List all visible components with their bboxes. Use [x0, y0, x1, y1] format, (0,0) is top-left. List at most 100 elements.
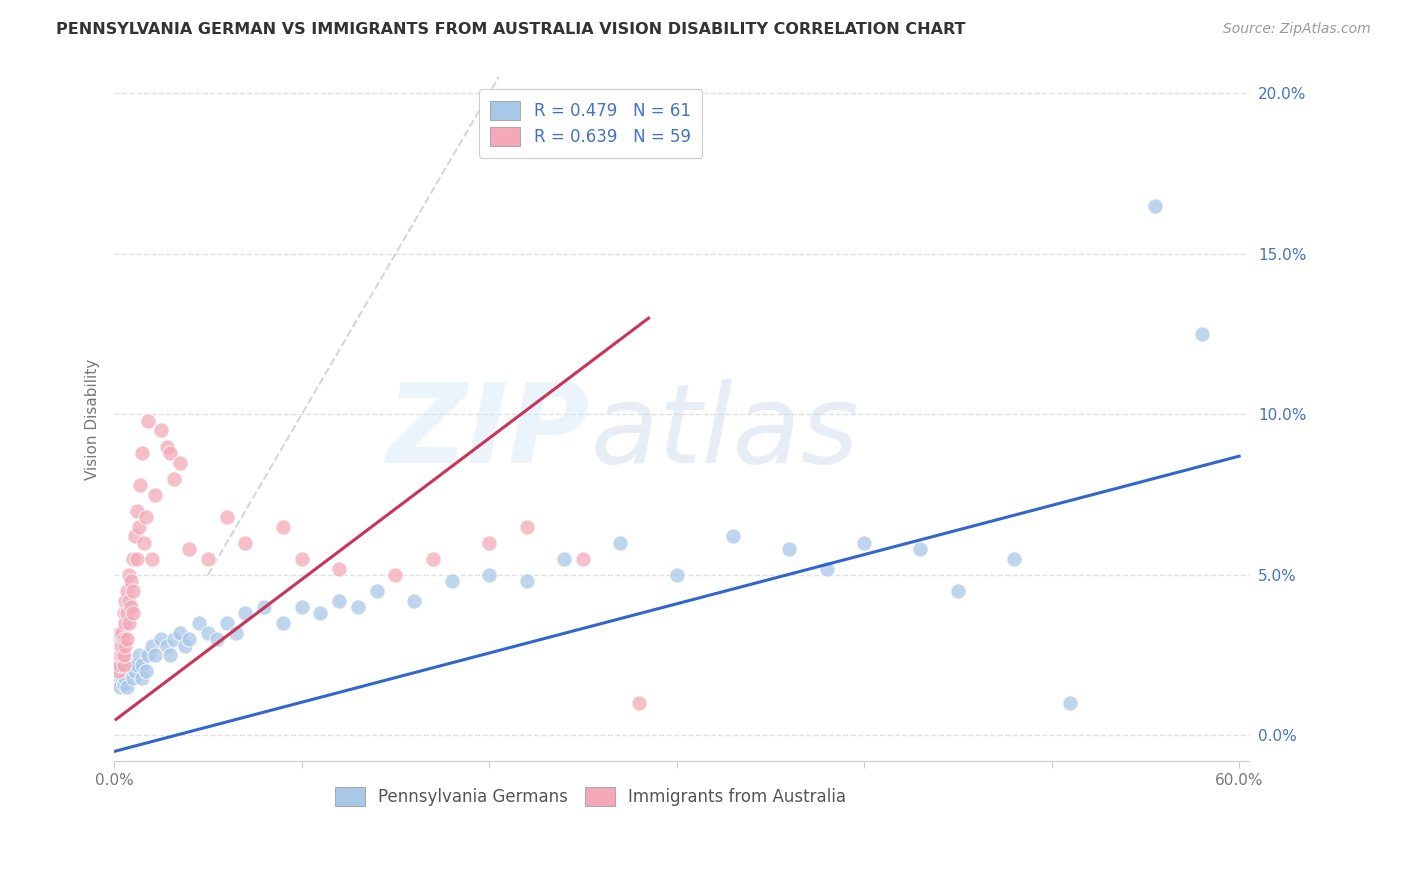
Point	[215, 616, 238, 631]
Point	[107, 657, 129, 672]
Point	[150, 632, 173, 646]
Point	[207, 632, 229, 646]
Point	[114, 593, 136, 607]
Point	[665, 568, 688, 582]
Point	[111, 639, 134, 653]
Point	[145, 648, 167, 662]
Point	[125, 657, 148, 672]
Point	[179, 542, 201, 557]
Point	[628, 696, 651, 710]
Point	[235, 607, 257, 621]
Point	[215, 510, 238, 524]
Point	[122, 607, 145, 621]
Point	[721, 529, 744, 543]
Point	[516, 520, 538, 534]
Point	[111, 671, 134, 685]
Point	[134, 536, 156, 550]
Point	[572, 552, 595, 566]
Point	[114, 671, 136, 685]
Point	[118, 664, 141, 678]
Point	[163, 632, 186, 646]
Point	[118, 568, 141, 582]
Point	[108, 657, 131, 672]
Point	[169, 456, 191, 470]
Point	[122, 657, 145, 672]
Point	[163, 472, 186, 486]
Point	[118, 616, 141, 631]
Point	[114, 664, 136, 678]
Point	[108, 639, 131, 653]
Point	[553, 552, 575, 566]
Point	[169, 625, 191, 640]
Point	[197, 552, 219, 566]
Point	[108, 664, 131, 678]
Point	[253, 600, 276, 615]
Point	[159, 648, 181, 662]
Point	[131, 657, 153, 672]
Point	[271, 520, 294, 534]
Point	[108, 680, 131, 694]
Point	[122, 552, 145, 566]
Point	[105, 671, 128, 685]
Point	[120, 657, 142, 672]
Point	[187, 616, 209, 631]
Point	[112, 632, 135, 646]
Point	[107, 632, 129, 646]
Point	[114, 639, 136, 653]
Point	[440, 574, 463, 589]
Point	[111, 625, 134, 640]
Point	[107, 664, 129, 678]
Point	[128, 648, 150, 662]
Point	[122, 584, 145, 599]
Point	[136, 648, 159, 662]
Y-axis label: Vision Disability: Vision Disability	[86, 359, 100, 480]
Point	[105, 648, 128, 662]
Point	[135, 664, 157, 678]
Point	[129, 478, 152, 492]
Point	[347, 600, 370, 615]
Point	[197, 625, 219, 640]
Text: ZIP: ZIP	[387, 379, 591, 486]
Point	[1191, 327, 1213, 342]
Point	[609, 536, 631, 550]
Point	[179, 632, 201, 646]
Point	[156, 440, 179, 454]
Point	[1002, 552, 1025, 566]
Point	[404, 593, 426, 607]
Point	[291, 600, 314, 615]
Point	[328, 593, 350, 607]
Point	[117, 584, 139, 599]
Point	[117, 680, 139, 694]
Point	[145, 488, 167, 502]
Point	[111, 648, 134, 662]
Point	[366, 584, 388, 599]
Point	[1059, 696, 1081, 710]
Point	[105, 657, 128, 672]
Point	[1143, 199, 1166, 213]
Point	[478, 568, 501, 582]
Point	[135, 510, 157, 524]
Point	[309, 607, 332, 621]
Point	[128, 520, 150, 534]
Point	[131, 671, 153, 685]
Point	[124, 664, 146, 678]
Point	[124, 529, 146, 543]
Point	[516, 574, 538, 589]
Point	[125, 504, 148, 518]
Text: PENNSYLVANIA GERMAN VS IMMIGRANTS FROM AUSTRALIA VISION DISABILITY CORRELATION C: PENNSYLVANIA GERMAN VS IMMIGRANTS FROM A…	[56, 22, 966, 37]
Point	[946, 584, 969, 599]
Point	[478, 536, 501, 550]
Point	[117, 607, 139, 621]
Point	[108, 648, 131, 662]
Point	[174, 639, 197, 653]
Point	[235, 536, 257, 550]
Point	[112, 648, 135, 662]
Point	[815, 561, 838, 575]
Text: Source: ZipAtlas.com: Source: ZipAtlas.com	[1223, 22, 1371, 37]
Point	[117, 632, 139, 646]
Point	[131, 446, 153, 460]
Point	[114, 616, 136, 631]
Point	[118, 593, 141, 607]
Text: atlas: atlas	[591, 379, 859, 486]
Point	[384, 568, 406, 582]
